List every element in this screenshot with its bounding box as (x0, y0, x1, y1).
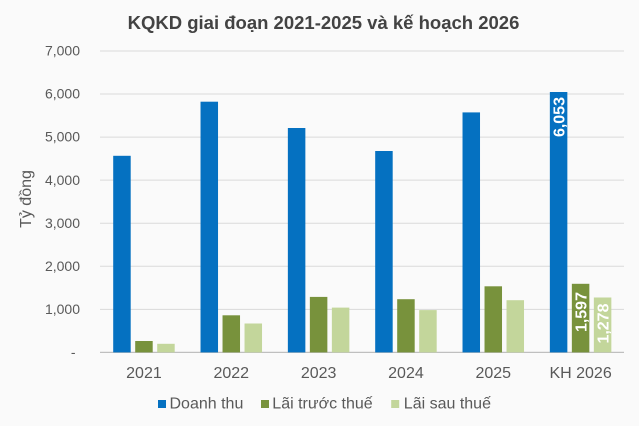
svg-text:2022: 2022 (213, 365, 249, 382)
svg-text:Tỷ đồng: Tỷ đồng (18, 170, 35, 228)
svg-text:2025: 2025 (475, 365, 511, 382)
svg-text:2023: 2023 (301, 365, 337, 382)
svg-text:Doanh thu: Doanh thu (170, 396, 244, 413)
svg-text:1,000: 1,000 (45, 301, 80, 317)
svg-text:4,000: 4,000 (45, 172, 80, 188)
svg-text:1,597: 1,597 (573, 292, 590, 332)
svg-text:3,000: 3,000 (45, 215, 80, 231)
svg-text:7,000: 7,000 (45, 43, 80, 59)
svg-text:2021: 2021 (126, 365, 162, 382)
svg-text:6,000: 6,000 (45, 86, 80, 102)
svg-text:2,000: 2,000 (45, 258, 80, 274)
svg-text:KQKD giai đoạn 2021-2025 và kế: KQKD giai đoạn 2021-2025 và kế hoạch 202… (128, 12, 520, 33)
svg-text:-: - (71, 344, 76, 360)
svg-text:Lãi sau thuế: Lãi sau thuế (404, 396, 491, 413)
svg-text:6,053: 6,053 (551, 97, 568, 137)
svg-text:1,278: 1,278 (595, 303, 612, 343)
svg-text:Lãi trước thuế: Lãi trước thuế (272, 396, 372, 413)
svg-text:2024: 2024 (388, 365, 424, 382)
svg-text:5,000: 5,000 (45, 129, 80, 145)
svg-text:KH 2026: KH 2026 (549, 365, 611, 382)
